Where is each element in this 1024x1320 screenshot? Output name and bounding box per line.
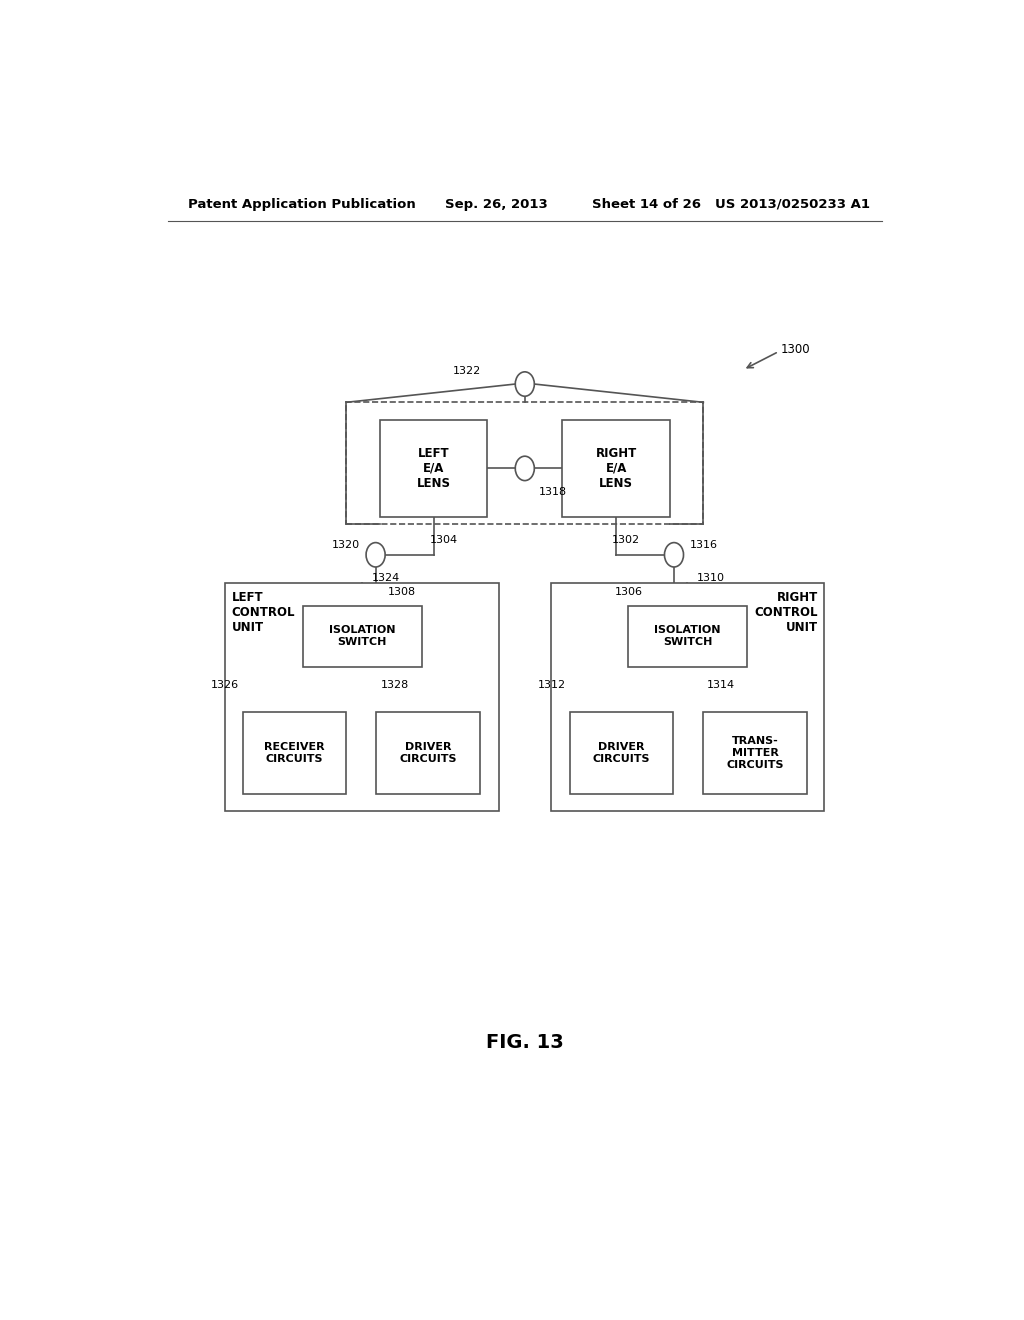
Bar [628,606,748,667]
Bar [570,713,673,793]
Text: LEFT
CONTROL
UNIT: LEFT CONTROL UNIT [231,591,295,634]
Text: DRIVER
CIRCUITS: DRIVER CIRCUITS [399,742,457,764]
Text: RECEIVER
CIRCUITS: RECEIVER CIRCUITS [264,742,325,764]
Text: 1300: 1300 [781,343,811,356]
Text: LEFT
E/A
LENS: LEFT E/A LENS [417,447,451,490]
Circle shape [367,543,385,568]
Text: RIGHT
CONTROL
UNIT: RIGHT CONTROL UNIT [755,591,818,634]
Text: 1328: 1328 [380,680,409,690]
Circle shape [665,543,684,568]
Text: 1302: 1302 [612,535,640,545]
Bar [562,420,670,516]
Text: 1322: 1322 [453,366,481,376]
Text: ISOLATION
SWITCH: ISOLATION SWITCH [329,626,395,647]
Text: 1310: 1310 [697,573,725,583]
Text: TRANS-
MITTER
CIRCUITS: TRANS- MITTER CIRCUITS [726,737,783,770]
Text: Sep. 26, 2013: Sep. 26, 2013 [445,198,548,211]
Bar [551,582,824,812]
Text: Sheet 14 of 26: Sheet 14 of 26 [592,198,701,211]
Text: DRIVER
CIRCUITS: DRIVER CIRCUITS [593,742,650,764]
Text: Patent Application Publication: Patent Application Publication [187,198,416,211]
Text: RIGHT
E/A
LENS: RIGHT E/A LENS [595,447,637,490]
Text: 1304: 1304 [430,535,458,545]
Text: 1306: 1306 [614,587,642,598]
Text: 1318: 1318 [539,487,567,496]
Circle shape [515,457,535,480]
Text: FIG. 13: FIG. 13 [486,1034,563,1052]
Bar [243,713,346,793]
Bar [377,713,479,793]
Bar [225,582,499,812]
Text: US 2013/0250233 A1: US 2013/0250233 A1 [715,198,870,211]
Text: 1316: 1316 [690,540,718,549]
Text: ISOLATION
SWITCH: ISOLATION SWITCH [654,626,721,647]
Text: 1314: 1314 [708,680,735,690]
Bar [303,606,422,667]
Bar [380,420,487,516]
Text: 1308: 1308 [387,587,416,598]
Bar [703,713,807,793]
Text: 1320: 1320 [332,540,359,549]
Bar [346,403,703,524]
Circle shape [515,372,535,396]
Text: 1324: 1324 [372,573,400,583]
Text: 1312: 1312 [538,680,566,690]
Text: 1326: 1326 [211,680,239,690]
